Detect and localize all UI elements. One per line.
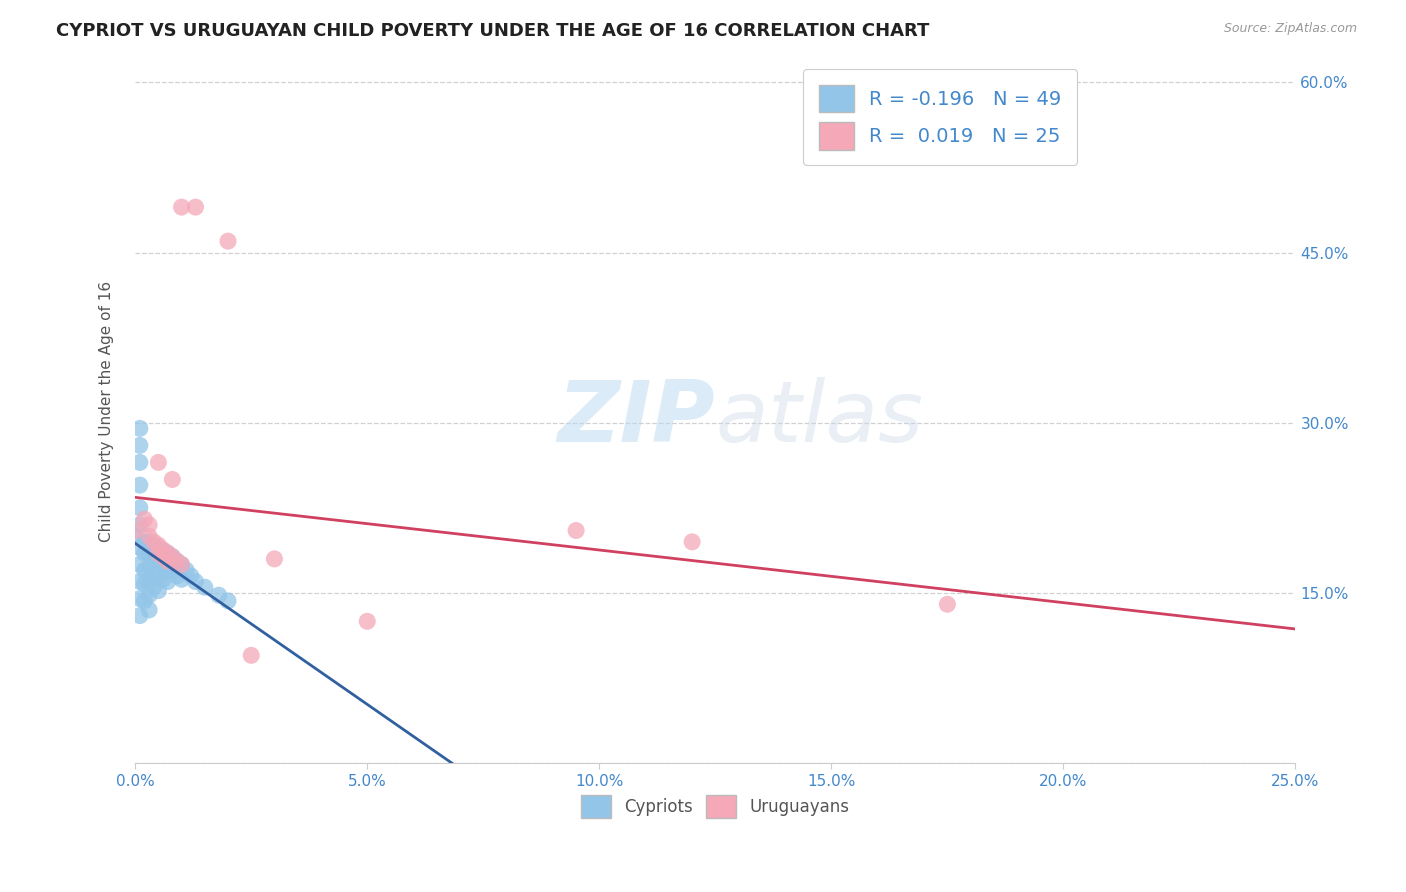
Point bbox=[152, 549, 174, 564]
Point bbox=[681, 534, 703, 549]
Point bbox=[180, 569, 202, 583]
Point bbox=[142, 549, 165, 564]
Point bbox=[134, 534, 156, 549]
Point bbox=[138, 603, 160, 617]
Point bbox=[565, 524, 588, 538]
Point bbox=[194, 580, 217, 594]
Point bbox=[124, 524, 146, 538]
Point bbox=[217, 234, 239, 248]
Point bbox=[128, 591, 150, 606]
Point bbox=[162, 549, 184, 564]
Point bbox=[128, 421, 150, 435]
Point bbox=[156, 574, 179, 589]
Point bbox=[170, 200, 193, 214]
Point bbox=[128, 478, 150, 492]
Point bbox=[138, 517, 160, 532]
Point bbox=[148, 583, 170, 598]
Point bbox=[142, 538, 165, 552]
Point bbox=[142, 580, 165, 594]
Point bbox=[184, 574, 207, 589]
Point bbox=[128, 455, 150, 469]
Point bbox=[356, 615, 378, 629]
Point bbox=[128, 438, 150, 452]
Point bbox=[138, 529, 160, 543]
Point bbox=[138, 561, 160, 575]
Point bbox=[134, 546, 156, 560]
Point bbox=[134, 594, 156, 608]
Point bbox=[170, 572, 193, 586]
Point bbox=[936, 597, 959, 611]
Text: ZIP: ZIP bbox=[558, 377, 716, 460]
Point bbox=[152, 544, 174, 558]
Point bbox=[162, 549, 184, 564]
Point bbox=[134, 563, 156, 577]
Point bbox=[134, 512, 156, 526]
Point bbox=[162, 472, 184, 486]
Text: CYPRIOT VS URUGUAYAN CHILD POVERTY UNDER THE AGE OF 16 CORRELATION CHART: CYPRIOT VS URUGUAYAN CHILD POVERTY UNDER… bbox=[56, 22, 929, 40]
Point bbox=[166, 554, 188, 568]
Point bbox=[148, 569, 170, 583]
Point bbox=[148, 546, 170, 560]
Point bbox=[128, 500, 150, 515]
Point bbox=[156, 561, 179, 575]
Point bbox=[148, 541, 170, 555]
Point bbox=[170, 558, 193, 572]
Text: Source: ZipAtlas.com: Source: ZipAtlas.com bbox=[1223, 22, 1357, 36]
Point bbox=[152, 572, 174, 586]
Point bbox=[148, 455, 170, 469]
Point bbox=[128, 574, 150, 589]
Point bbox=[184, 200, 207, 214]
Point bbox=[128, 541, 150, 555]
Point bbox=[138, 546, 160, 560]
Point bbox=[170, 558, 193, 572]
Point bbox=[263, 552, 285, 566]
Point bbox=[174, 563, 197, 577]
Point bbox=[166, 554, 188, 568]
Point bbox=[124, 529, 146, 543]
Point bbox=[128, 517, 150, 532]
Point bbox=[156, 546, 179, 560]
Point bbox=[138, 588, 160, 602]
Point bbox=[208, 588, 231, 602]
Point bbox=[240, 648, 263, 663]
Text: atlas: atlas bbox=[716, 377, 924, 460]
Point bbox=[138, 574, 160, 589]
Point bbox=[138, 534, 160, 549]
Point bbox=[156, 554, 179, 568]
Point bbox=[152, 558, 174, 572]
Point bbox=[166, 569, 188, 583]
Legend: Cypriots, Uruguayans: Cypriots, Uruguayans bbox=[574, 789, 856, 825]
Point bbox=[162, 563, 184, 577]
Point bbox=[156, 546, 179, 560]
Y-axis label: Child Poverty Under the Age of 16: Child Poverty Under the Age of 16 bbox=[100, 281, 114, 542]
Point bbox=[128, 608, 150, 623]
Point bbox=[148, 538, 170, 552]
Point bbox=[128, 558, 150, 572]
Point bbox=[152, 542, 174, 557]
Point bbox=[134, 577, 156, 591]
Point bbox=[142, 566, 165, 580]
Point bbox=[142, 534, 165, 549]
Point bbox=[148, 554, 170, 568]
Point bbox=[217, 594, 239, 608]
